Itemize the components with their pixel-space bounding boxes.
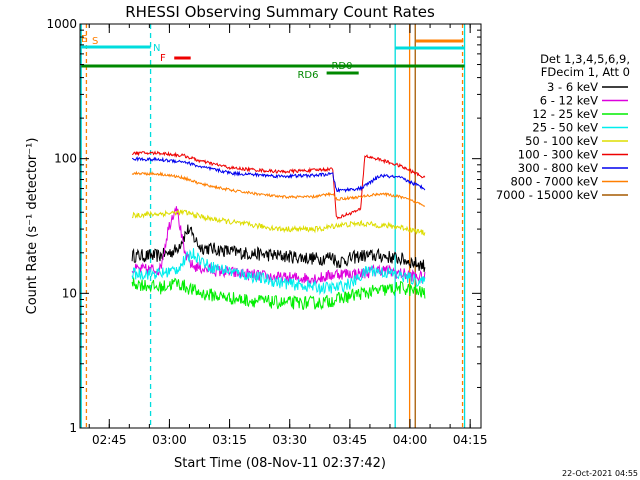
x-axis: 02:45 03:00 03:15 03:30 03:45 04:00 04:15 (88, 24, 488, 447)
x-tick-label: 03:15 (212, 433, 247, 447)
x-axis-label: Start Time (08-Nov-11 02:37:42) (174, 456, 386, 471)
legend-label: 3 - 6 keV (547, 80, 598, 94)
x-tick-label: 04:15 (453, 433, 488, 447)
legend-label: 7000 - 15000 keV (496, 188, 598, 202)
series-line-2 (131, 277, 426, 311)
y-tick-label: 1000 (46, 17, 77, 31)
x-tick-label: 02:45 (92, 433, 127, 447)
legend-label: 100 - 300 keV (518, 148, 598, 162)
series-layer (131, 150, 426, 311)
flag-label-rd0: RD0 (331, 61, 352, 72)
y-tick-label: 100 (54, 152, 77, 166)
legend: Det 1,3,4,5,6,9,FDecim 1, Att 03 - 6 keV… (496, 52, 630, 202)
legend-label: 6 - 12 keV (540, 94, 598, 108)
flag-label-f: F (160, 53, 166, 64)
y-tick-label: 10 (62, 286, 77, 300)
legend-label: 300 - 800 keV (518, 161, 598, 175)
x-tick-label: 03:00 (152, 433, 187, 447)
y-axis-label: Count Rate (s⁻¹ detector⁻¹) (25, 138, 40, 315)
series-line-5 (131, 150, 426, 220)
y-axis: 1 10 100 1000 (46, 17, 481, 435)
attenuator-flag-overlays: E S NF RD0 RD6 (80, 24, 466, 428)
flag-label-s: S (92, 36, 98, 47)
legend-label: 12 - 25 keV (532, 107, 598, 121)
x-tick-label: 03:30 (272, 433, 307, 447)
chart-title: RHESSI Observing Summary Count Rates (125, 3, 435, 21)
x-tick-label: 03:45 (333, 433, 368, 447)
flag-label-rd6: RD6 (297, 70, 318, 81)
series-line-3 (131, 248, 426, 296)
flag-label-n: N (153, 43, 160, 54)
legend-label: 25 - 50 keV (532, 121, 598, 135)
y-tick-label: 1 (69, 421, 77, 435)
timestamp: 22-Oct-2021 04:55 (562, 469, 638, 478)
x-tick-label: 04:00 (393, 433, 428, 447)
legend-label: 800 - 7000 keV (510, 175, 598, 189)
legend-label: 50 - 100 keV (525, 134, 598, 148)
flag-label-e: E (81, 34, 87, 45)
series-line-7 (131, 170, 426, 207)
legend-header: FDecim 1, Att 0 (541, 65, 630, 79)
series-line-0 (131, 224, 426, 272)
legend-header: Det 1,3,4,5,6,9, (540, 52, 630, 66)
series-line-6 (131, 156, 426, 194)
plot-frame (79, 23, 482, 429)
series-line-4 (131, 209, 426, 237)
